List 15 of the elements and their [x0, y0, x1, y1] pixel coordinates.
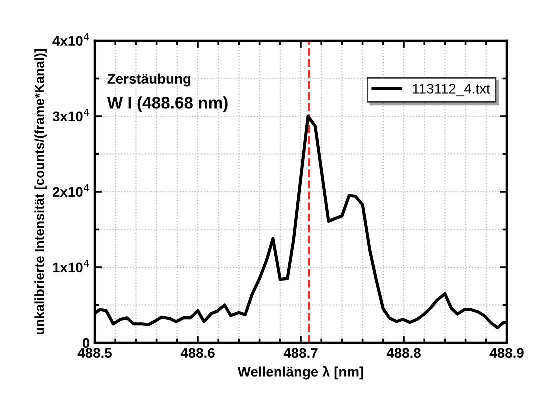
x-axis-title: Wellenlänge λ [nm]	[238, 366, 364, 380]
x-tick-label: 488.8	[386, 348, 421, 358]
y-tick-label: 0	[82, 338, 90, 348]
x-tick-label: 488.6	[180, 348, 215, 358]
y-tick-label: 3x10$^{4}$	[52, 109, 90, 122]
annotation: W I (488.68 nm)	[107, 96, 228, 112]
x-tick-label: 488.5	[78, 348, 112, 358]
x-tick-label: 488.9	[490, 348, 524, 358]
y-tick-label: 1x10$^{4}$	[53, 260, 90, 273]
legend-label: 113112_4.txt	[413, 84, 490, 97]
y-tick-label: 4x10$^{4}$	[52, 34, 90, 46]
annotation: Zerstäubung	[108, 74, 191, 87]
x-tick-label: 488.7	[284, 348, 318, 358]
y-tick-label: 2x10$^{4}$	[52, 184, 90, 198]
y-axis-title: unkalibrierte Intensität [counts/(frame*Kanal)]	[34, 49, 47, 335]
